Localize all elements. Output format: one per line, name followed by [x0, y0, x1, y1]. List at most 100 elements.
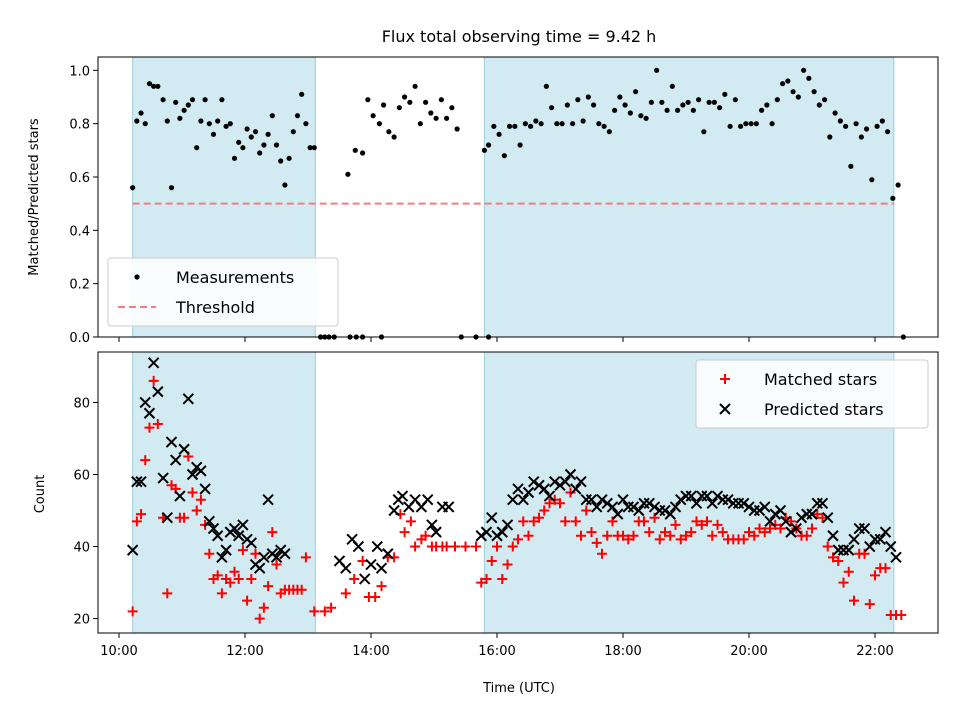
point-1-1-5: [147, 357, 160, 369]
point-1-0-112: [717, 527, 728, 538]
point-0-0-64: [412, 83, 418, 89]
point-1-0-101: [660, 527, 670, 538]
point-1-0-2: [136, 509, 147, 520]
point-1-0-132: [822, 541, 833, 552]
point-0-0-47: [331, 334, 337, 340]
y-tick-label-0-3: 0.6: [69, 171, 90, 186]
point-0-0-150: [869, 177, 875, 183]
point-1-1-19: [207, 522, 220, 535]
point-0-0-134: [785, 78, 791, 84]
point-0-0-76: [481, 147, 487, 153]
point-0-0-139: [811, 89, 817, 95]
point-1-1-71: [549, 475, 561, 488]
point-1-1-84: [617, 493, 629, 506]
point-1-1-59: [486, 512, 498, 524]
point-1-1-90: [648, 501, 661, 513]
point-1-1-41: [358, 573, 371, 585]
point-0-0-19: [210, 131, 217, 137]
point-0-0-130: [764, 102, 770, 108]
point-1-1-115: [780, 515, 792, 528]
point-0-0-131: [769, 121, 775, 127]
y-tick-label-0-2: 0.4: [69, 224, 90, 239]
point-0-0-81: [507, 123, 513, 129]
point-1-1-100: [701, 490, 713, 502]
point-1-1-26: [237, 519, 249, 531]
point-1-1-69: [538, 483, 550, 495]
point-1-1-110: [753, 504, 766, 517]
point-1-1-65: [517, 493, 529, 506]
point-1-1-120: [806, 508, 818, 520]
point-1-1-94: [669, 501, 682, 513]
point-1-0-6: [152, 419, 163, 430]
point-1-1-16: [195, 465, 207, 477]
point-1-1-123: [822, 512, 834, 524]
point-0-0-88: [543, 83, 549, 89]
point-1-1-113: [769, 508, 781, 520]
point-1-1-102: [711, 490, 724, 502]
point-1-1-96: [680, 490, 692, 502]
point-1-1-56: [442, 501, 455, 513]
point-0-0-13: [185, 102, 191, 108]
point-0-0-156: [900, 334, 906, 340]
point-1-1-57: [475, 530, 487, 542]
point-1-0-84: [570, 516, 581, 527]
point-0-0-120: [711, 99, 717, 105]
point-1-0-58: [420, 530, 431, 541]
point-1-0-66: [476, 577, 487, 588]
point-1-1-116: [785, 526, 797, 538]
point-0-0-151: [874, 123, 880, 129]
point-1-0-68: [486, 555, 497, 566]
point-0-0-69: [438, 97, 444, 103]
point-1-1-67: [528, 475, 540, 488]
point-1-1-64: [512, 483, 524, 495]
point-1-1-31: [258, 551, 270, 564]
point-1-1-89: [643, 497, 655, 510]
point-1-0-136: [843, 566, 854, 577]
point-1-1-42: [365, 558, 377, 571]
y-tick-label-0-4: 0.8: [69, 118, 90, 133]
point-0-0-65: [417, 121, 423, 127]
point-0-0-123: [727, 123, 733, 129]
point-1-0-134: [833, 555, 844, 566]
axis-ticks: 0.0 0.2 0.4 0.6 0.8 1.0 20 40 60 80 10:00 12:00 14:0…: [69, 64, 893, 659]
point-1-1-8: [161, 512, 174, 524]
point-0-0-133: [780, 81, 786, 87]
point-0-0-93: [570, 121, 576, 127]
point-0-0-34: [273, 142, 280, 148]
point-1-1-12: [178, 443, 190, 455]
point-1-0-85: [576, 530, 586, 541]
point-0-0-155: [895, 182, 901, 188]
point-0-0-20: [215, 118, 221, 124]
x-tick-label-3: 16:00: [478, 644, 515, 659]
series-1-1: [126, 357, 902, 585]
point-1-1-74: [564, 468, 577, 481]
x-tick-label-6: 22:00: [856, 644, 893, 659]
point-0-0-37: [286, 155, 292, 161]
point-1-0-3: [140, 455, 151, 466]
point-1-0-143: [880, 563, 891, 574]
point-0-0-60: [391, 134, 397, 140]
point-0-0-108: [648, 99, 654, 105]
point-1-0-27: [242, 595, 253, 606]
point-1-1-4: [143, 407, 156, 419]
point-0-0-109: [654, 67, 660, 73]
point-1-0-90: [602, 530, 613, 541]
point-0-0-9: [168, 185, 175, 191]
point-1-1-119: [801, 508, 813, 520]
point-1-0-77: [534, 512, 544, 523]
point-1-0-105: [681, 530, 691, 541]
chart-title: Flux total observing time = 9.42 h: [382, 27, 657, 46]
point-1-1-98: [690, 497, 703, 510]
point-0-0-121: [717, 105, 723, 111]
point-1-1-20: [211, 530, 224, 542]
point-0-0-53: [352, 147, 358, 153]
point-0-0-127: [748, 121, 754, 127]
point-1-0-4: [144, 422, 155, 433]
point-0-0-62: [402, 94, 408, 100]
panel-frame-1: [97, 351, 939, 634]
point-1-0-89: [597, 548, 607, 559]
point-1-0-56: [410, 541, 421, 552]
point-1-1-53: [426, 519, 438, 531]
point-1-1-7: [157, 472, 169, 484]
point-0-0-87: [538, 121, 544, 127]
